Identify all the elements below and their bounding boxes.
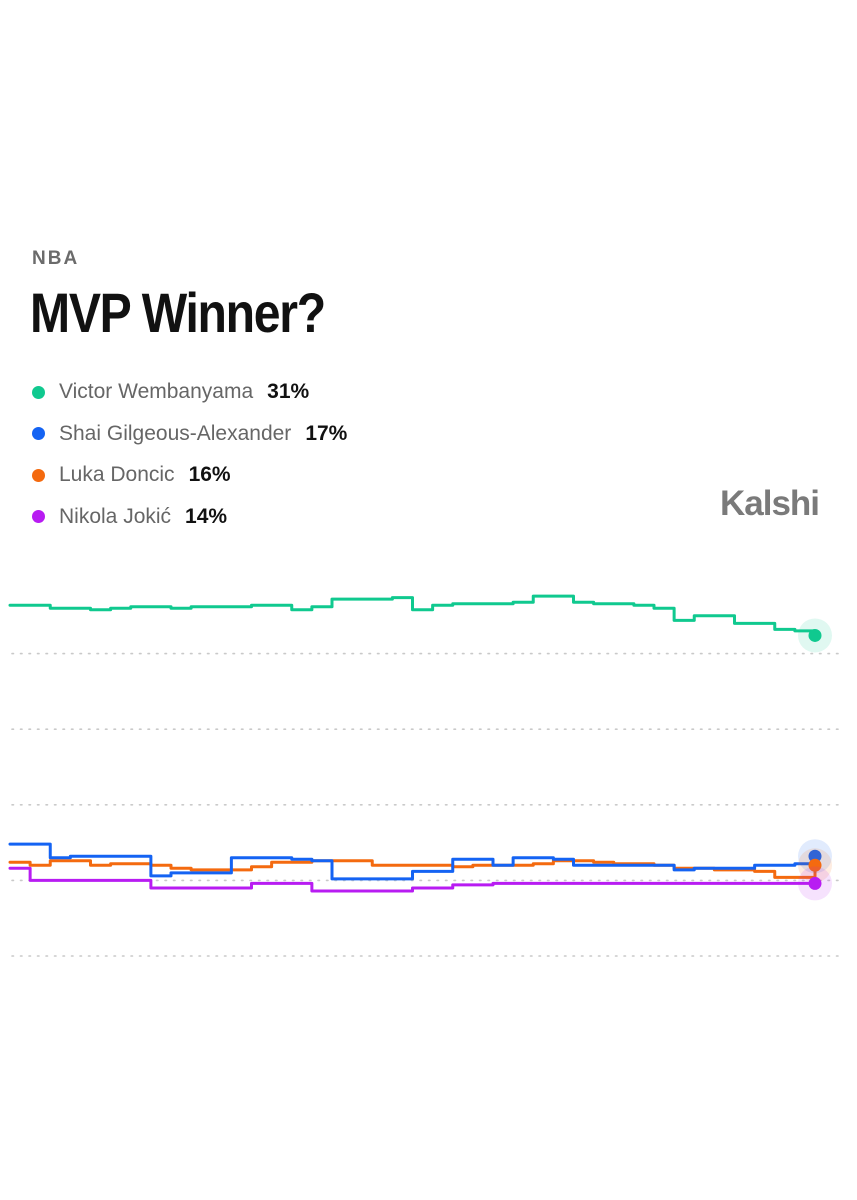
legend-item: Victor Wembanyama 31% xyxy=(32,378,347,406)
legend-item: Luka Doncic 16% xyxy=(32,461,347,489)
legend-dot-icon xyxy=(32,510,45,523)
end-point[interactable] xyxy=(808,858,822,872)
legend-dot-icon xyxy=(32,385,45,399)
chart-end-markers xyxy=(798,618,832,901)
legend-value: 16% xyxy=(188,463,231,486)
legend-item: Nikola Jokić 14% xyxy=(32,503,347,531)
end-point[interactable] xyxy=(808,876,822,890)
end-point[interactable] xyxy=(808,849,822,863)
series-line xyxy=(8,594,817,637)
kalshi-logo: Kalshi xyxy=(720,484,820,523)
market-title: MVP Winner? xyxy=(30,281,326,344)
legend-name: Victor Wembanyama xyxy=(59,380,254,403)
legend-item: Shai Gilgeous-Alexander 17% xyxy=(32,420,347,448)
end-point[interactable] xyxy=(808,628,822,642)
legend-value: 14% xyxy=(185,504,228,528)
legend-name: Nikola Jokić xyxy=(59,504,172,528)
series-line xyxy=(8,859,817,879)
legend-dot-icon xyxy=(32,427,45,440)
market-category: NBA xyxy=(32,248,80,269)
legend-value: 31% xyxy=(267,380,310,403)
legend: Victor Wembanyama 31% Shai Gilgeous-Alex… xyxy=(32,378,347,544)
legend-value: 17% xyxy=(305,421,348,445)
legend-name: Shai Gilgeous-Alexander xyxy=(59,421,292,445)
chart-grid xyxy=(11,652,846,957)
legend-name: Luka Doncic xyxy=(59,463,175,486)
legend-dot-icon xyxy=(32,468,45,482)
series-line xyxy=(8,866,817,893)
series-line xyxy=(8,842,817,881)
chart-series xyxy=(8,594,817,893)
